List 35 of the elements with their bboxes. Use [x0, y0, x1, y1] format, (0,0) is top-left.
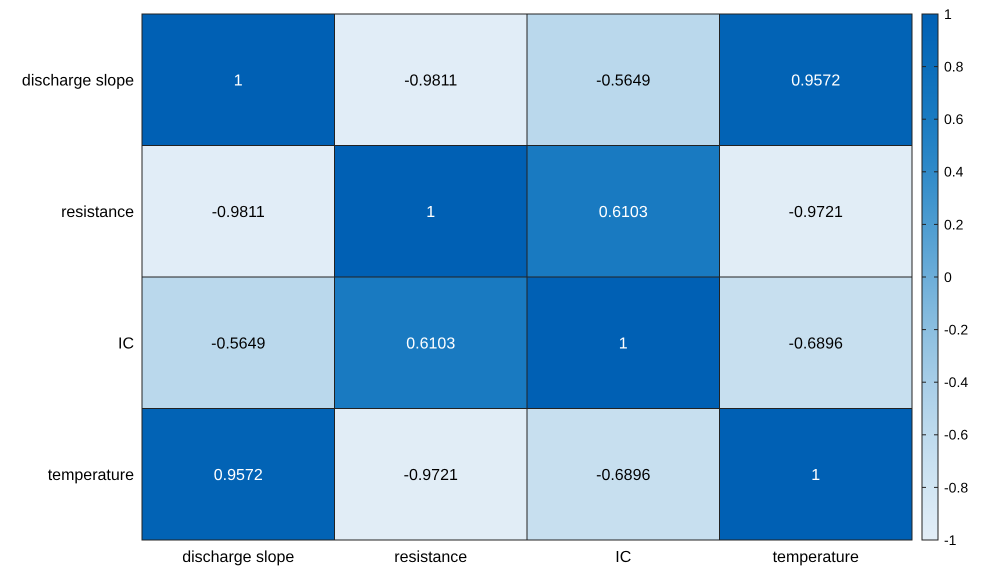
color-bar-label: 0.6	[944, 111, 964, 128]
data-label: -0.9721	[404, 466, 458, 484]
color-bar-label: -0.4	[944, 374, 968, 390]
data-label: -0.9811	[404, 72, 458, 90]
data-label: 1	[618, 335, 628, 352]
data-label: 0.9572	[214, 466, 263, 484]
color-bar-label: 0.2	[944, 216, 964, 232]
color-bar-label: -0.2	[944, 322, 968, 338]
x-tick-label: discharge slope	[182, 549, 294, 566]
data-label: 0.6103	[406, 335, 456, 352]
data-label: -0.9721	[788, 204, 843, 221]
y-tick-label: discharge slope	[22, 72, 134, 90]
data-label: -0.5649	[211, 335, 266, 352]
data-label: 0.9572	[791, 72, 840, 90]
x-tick-label: IC	[615, 549, 632, 566]
x-tick-label: resistance	[394, 549, 468, 566]
color-bar-label: 1	[944, 6, 952, 22]
color-bar-label: -1	[944, 532, 957, 548]
x-tick-label: temperature	[772, 549, 859, 566]
y-tick-label: IC	[118, 335, 134, 352]
y-tick-label: temperature	[48, 466, 134, 484]
data-label: -0.6896	[788, 335, 843, 352]
color-bar-label: -0.8	[944, 479, 968, 496]
data-label: -0.5649	[596, 72, 650, 90]
data-label: 1	[234, 72, 243, 90]
color-bar-label: 0.8	[944, 58, 964, 74]
data-label: 1	[426, 204, 436, 221]
data-label: 1	[811, 466, 820, 484]
data-label: -0.9811	[212, 204, 265, 221]
color-bar-label: -0.6	[944, 426, 968, 443]
y-tick-label: resistance	[61, 204, 134, 221]
data-label: 0.6103	[598, 204, 648, 221]
color-bar-label: 0	[944, 268, 952, 285]
data-label: -0.6896	[596, 466, 650, 484]
color-bar-label: 0.4	[944, 164, 964, 180]
